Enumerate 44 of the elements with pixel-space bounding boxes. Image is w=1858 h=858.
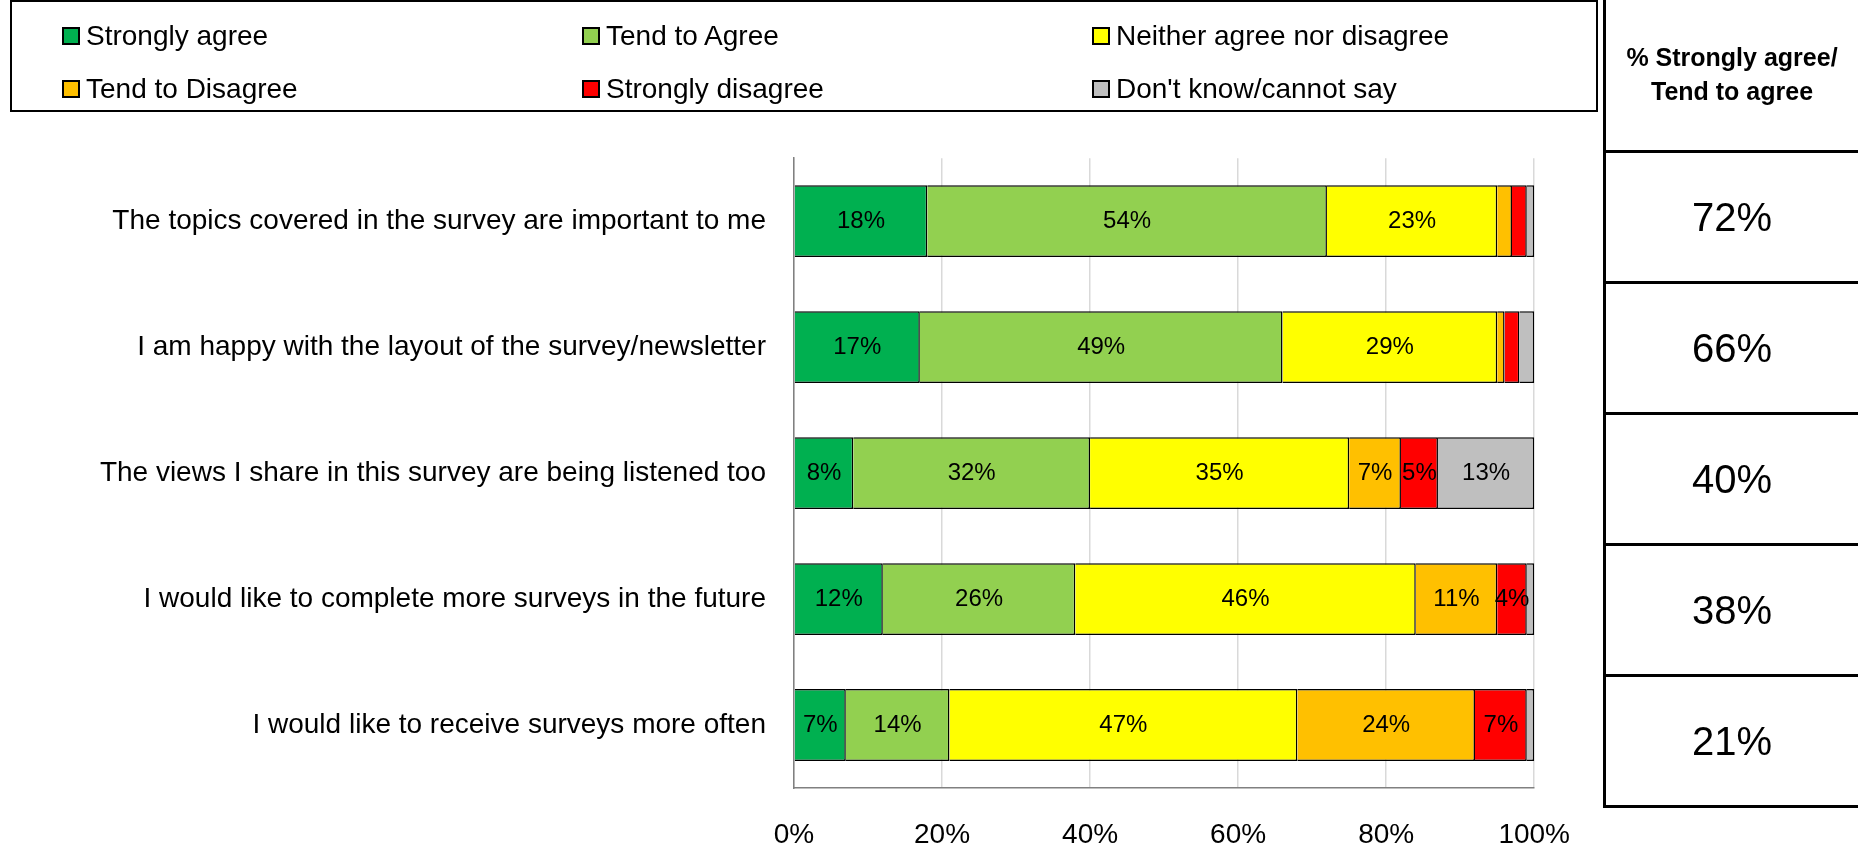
data-label: 26% <box>955 583 1004 611</box>
data-label: 35% <box>1195 457 1244 485</box>
x-tick-label: 60% <box>1210 817 1267 849</box>
text: 72% <box>1606 153 1858 284</box>
data-label: 8% <box>806 457 842 485</box>
y-tick-label: I would like to receive surveys more often <box>252 707 766 739</box>
legend-label: Tend to Agree <box>606 19 779 52</box>
data-label: 7% <box>1357 457 1393 485</box>
x-tick-label: 20% <box>914 817 971 849</box>
data-label: 18% <box>836 205 886 233</box>
data-label: 24% <box>1362 709 1411 737</box>
data-label: 23% <box>1388 205 1437 233</box>
data-label: 7% <box>802 709 838 737</box>
data-label: 14% <box>873 709 922 737</box>
data-label: 13% <box>1462 457 1511 485</box>
legend-label: Tend to Disagree <box>86 72 298 105</box>
y-tick-label: I would like to complete more surveys in the future <box>143 581 766 613</box>
data-label: 46% <box>1221 583 1270 611</box>
data-label: 12% <box>814 583 863 611</box>
data-label: 7% <box>1483 709 1519 737</box>
x-tick-label: 80% <box>1358 817 1415 849</box>
text: 66% <box>1606 284 1858 415</box>
data-label: 17% <box>833 331 882 359</box>
y-tick-label: I am happy with the layout of the survey/newsletter <box>137 329 766 361</box>
data-label: 47% <box>1099 709 1148 737</box>
data-label: 49% <box>1077 331 1126 359</box>
text: % Strongly agree/ Tend to agree <box>1606 0 1858 153</box>
legend-label: Strongly disagree <box>606 72 824 105</box>
data-label: 11% <box>1433 583 1480 611</box>
x-tick-label: 100% <box>1498 817 1571 849</box>
x-tick-label: 0% <box>773 817 815 849</box>
text: 40% <box>1606 415 1858 546</box>
text: 21% <box>1606 677 1858 808</box>
legend-label: Don't know/cannot say <box>1116 72 1397 105</box>
y-tick-label: The views I share in this survey are being listened too <box>99 455 766 487</box>
legend-label: Strongly agree <box>86 19 269 52</box>
legend-label: Neither agree nor disagree <box>1116 19 1450 52</box>
x-tick-label: 40% <box>1062 817 1119 849</box>
data-label: 54% <box>1103 205 1152 233</box>
y-tick-label: The topics covered in the survey are important to me <box>112 203 766 235</box>
text: 38% <box>1606 546 1858 677</box>
data-label: 32% <box>947 457 996 485</box>
data-label: 5% <box>1402 457 1437 485</box>
data-label: 29% <box>1365 331 1414 359</box>
